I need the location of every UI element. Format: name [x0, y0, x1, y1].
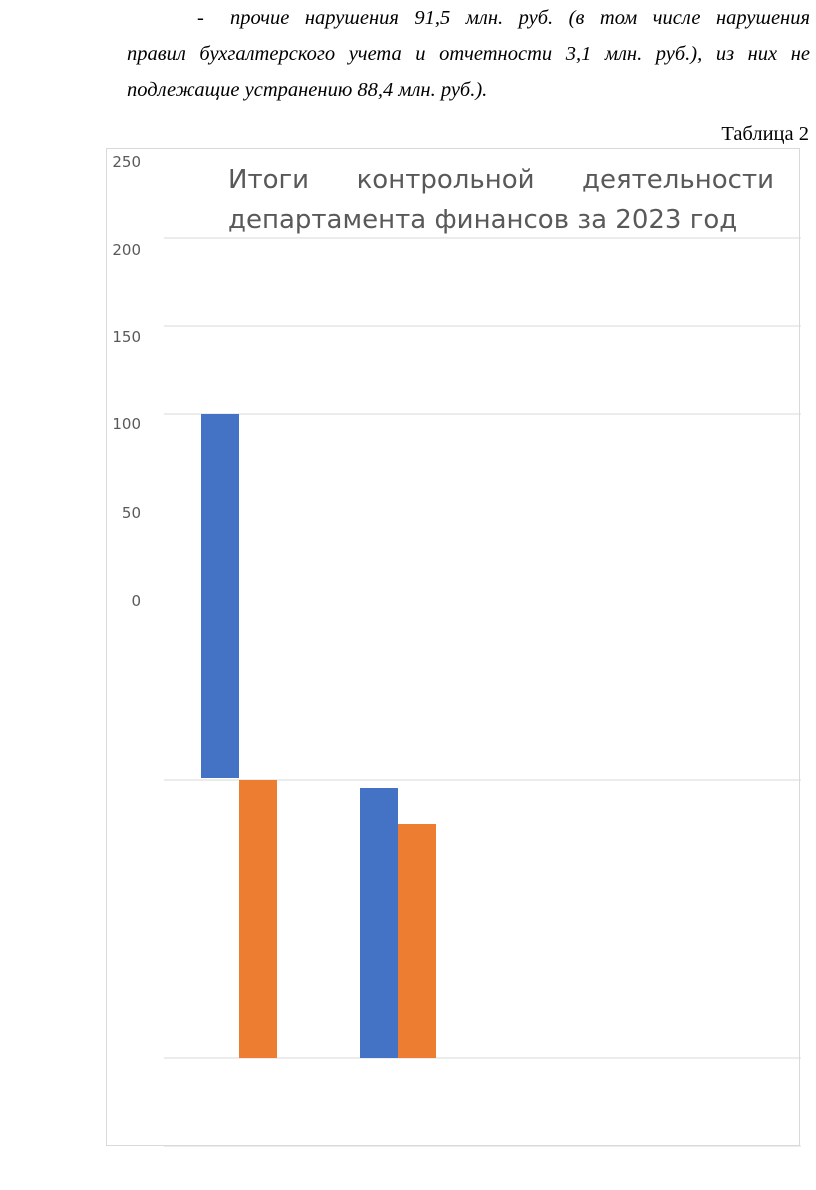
y-tick-label: 250 [112, 153, 141, 171]
table-caption: Таблица 2 [721, 123, 809, 145]
chart-title-line-1: Итоги контрольной деятельности [228, 165, 774, 195]
y-tick-label: 100 [112, 415, 141, 433]
y-tick-label: 200 [112, 241, 141, 259]
paragraph-line-2: правил бухгалтерского учета и отчетности… [127, 43, 810, 65]
chart-svg: 250 200 150 100 50 0 [112, 153, 801, 1147]
chart-title: Итоги контрольной деятельности департаме… [228, 160, 774, 240]
bar-series-2 [239, 780, 277, 1058]
bar-series-1 [360, 788, 398, 1058]
y-tick-label: 50 [122, 504, 141, 522]
paragraph-line-3: подлежащие устранению 88,4 млн. руб.). [127, 79, 488, 101]
paragraph: - прочие нарушения 91,5 млн. руб. (в том… [127, 0, 810, 108]
bar-series-2 [398, 824, 436, 1058]
chart-area: 250 200 150 100 50 0 [106, 148, 801, 1147]
bar-series-1 [201, 414, 239, 778]
y-tick-label: 0 [131, 592, 141, 610]
chart-title-line-2: департамента финансов за 2023 год [228, 205, 738, 235]
y-tick-label: 150 [112, 328, 141, 346]
list-dash: - [197, 7, 204, 29]
paragraph-line-1-text: прочие нарушения 91,5 млн. руб. (в том ч… [230, 7, 810, 29]
paragraph-line-1: - прочие нарушения 91,5 млн. руб. (в том… [127, 0, 810, 36]
